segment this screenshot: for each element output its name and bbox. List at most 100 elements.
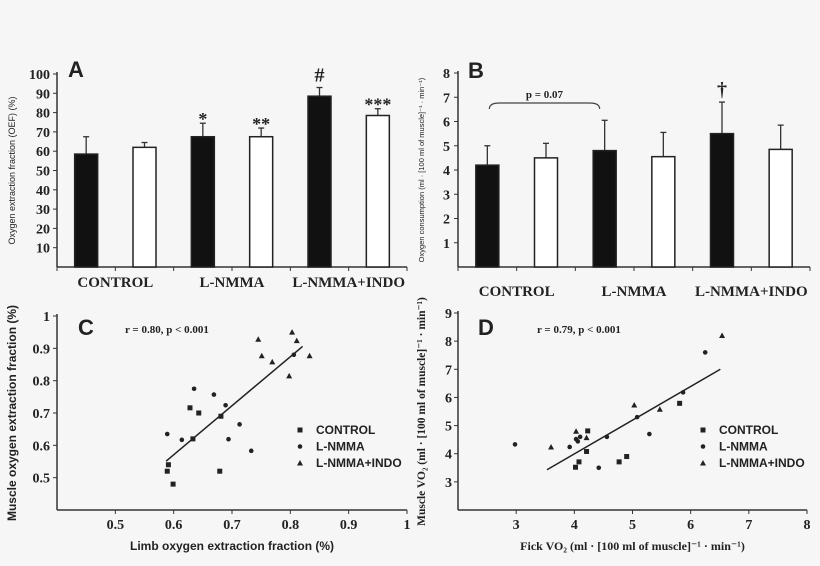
data-point-square — [170, 481, 176, 487]
y-tick-label: 50 — [36, 165, 50, 180]
legend-label: CONTROL — [719, 423, 778, 437]
legend-marker-triangle — [297, 460, 303, 466]
x-tick-label: 7 — [745, 518, 752, 533]
data-point-triangle — [258, 352, 265, 359]
data-point-circle — [211, 392, 217, 397]
significance-marker: *** — [364, 95, 391, 115]
x-tick-label: 0.7 — [223, 518, 241, 533]
y-tick-label: 4 — [443, 164, 450, 179]
category-label: CONTROL — [77, 275, 153, 291]
bar — [592, 149, 617, 268]
x-tick-label: 5 — [629, 518, 636, 533]
legend-label: L-NMMA+INDO — [719, 456, 805, 470]
panel-label: D — [478, 315, 494, 340]
bar — [365, 114, 391, 268]
panel-d: D Muscle VO₂ (ml · [100 ml of muscle]⁻¹ ·… — [416, 297, 811, 553]
data-point-circle — [647, 431, 652, 437]
bar — [248, 135, 274, 268]
y-tick-label: 0.5 — [33, 472, 51, 487]
data-point-circle — [179, 437, 185, 443]
data-point-circle — [702, 350, 708, 355]
regression-line — [546, 368, 721, 471]
y-tick-label: 0.6 — [33, 439, 51, 454]
y-tick-label: 100 — [29, 68, 50, 83]
x-tick-label: 3 — [513, 518, 520, 533]
data-point-triangle — [583, 434, 590, 441]
data-point-circle — [223, 402, 228, 408]
x-tick-label: 1 — [404, 518, 411, 533]
data-point-triangle — [255, 336, 262, 342]
y-tick-label: 1 — [443, 237, 450, 252]
data-point-square — [218, 413, 224, 419]
y-tick-label: 8 — [443, 67, 450, 82]
y-tick-label: 20 — [36, 222, 50, 237]
significance-marker: # — [315, 65, 325, 87]
correlation-annotation: r = 0.80, p < 0.001 — [125, 324, 209, 336]
data-point-triangle — [631, 402, 638, 408]
data-point-triangle — [573, 428, 580, 434]
significance-marker: † — [717, 79, 727, 101]
bar — [533, 157, 559, 268]
y-tick-label: 1 — [43, 310, 50, 325]
data-point-square — [187, 405, 193, 411]
data-point-square — [624, 454, 630, 460]
y-tick-label: 9 — [445, 307, 452, 322]
legend-label: L-NMMA — [719, 440, 768, 454]
category-label: L-NMMA — [602, 284, 667, 300]
panel-label: B — [468, 58, 484, 83]
x-tick-label: 4 — [571, 518, 578, 533]
y-tick-label: 3 — [445, 476, 452, 491]
data-point-circle — [512, 442, 518, 447]
bar — [132, 146, 157, 268]
data-point-circle — [248, 448, 254, 454]
data-point-square — [585, 428, 591, 434]
y-tick-label: 6 — [443, 116, 450, 131]
data-point-circle — [567, 444, 572, 450]
data-point-square — [584, 448, 590, 454]
legend-label: L-NMMA+INDO — [316, 456, 402, 470]
x-tick-label: 0.6 — [165, 518, 183, 533]
data-point-square — [164, 468, 170, 474]
y-tick-label: 10 — [36, 242, 50, 257]
y-tick-label: 4 — [445, 448, 452, 463]
x-tick-label: 0.8 — [282, 518, 300, 533]
regression-line — [165, 345, 304, 462]
y-tick-label: 60 — [36, 145, 50, 160]
legend-item: L-NMMA+INDO — [700, 456, 805, 470]
data-point-circle — [596, 465, 602, 471]
data-point-square — [165, 462, 171, 468]
data-point-square — [572, 464, 578, 470]
data-point-square — [616, 459, 622, 465]
bar — [307, 95, 332, 268]
data-point-square — [190, 436, 196, 442]
y-axis-label: Oxygen extraction fraction (OEF) (%) — [7, 96, 17, 244]
data-point-triangle — [293, 337, 300, 344]
bar — [709, 132, 735, 268]
significance-marker: * — [198, 109, 207, 129]
data-point-circle — [680, 390, 686, 395]
data-point-circle — [577, 434, 583, 440]
data-point-triangle — [656, 406, 663, 412]
legend-label: L-NMMA — [316, 440, 365, 454]
y-tick-label: 3 — [443, 188, 450, 203]
data-point-triangle — [289, 329, 296, 335]
x-tick-label: 6 — [687, 518, 694, 533]
legend-marker-circle — [297, 444, 303, 449]
y-tick-label: 0.8 — [33, 375, 51, 390]
data-point-circle — [226, 436, 231, 442]
y-axis-label: Muscle VO₂ (ml · [100 ml of muscle]⁻¹ · … — [416, 297, 428, 526]
y-axis-label: Muscle oxygen extraction fraction (%) — [5, 305, 19, 521]
data-point-circle — [575, 439, 581, 444]
y-tick-label: 80 — [36, 107, 50, 122]
y-tick-label: 6 — [445, 391, 452, 406]
data-point-circle — [191, 386, 197, 392]
y-tick-label: 0.7 — [33, 407, 51, 422]
data-point-triangle — [286, 372, 293, 379]
y-tick-label: 8 — [445, 335, 452, 350]
y-tick-label: 7 — [443, 91, 450, 106]
panel-b: B Oxygen consumption (ml · [100 ml of mus… — [417, 58, 811, 300]
data-point-triangle — [269, 358, 276, 365]
y-tick-label: 0.9 — [33, 342, 51, 357]
data-point-square — [217, 468, 223, 474]
y-tick-label: 2 — [443, 213, 450, 228]
